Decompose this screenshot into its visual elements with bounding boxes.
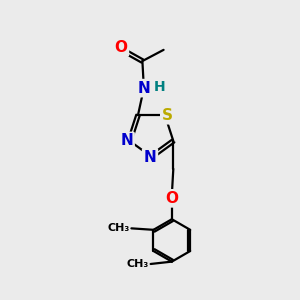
Text: N: N [137, 81, 150, 96]
Text: S: S [162, 108, 173, 123]
Text: CH₃: CH₃ [108, 224, 130, 233]
Text: H: H [153, 80, 165, 94]
Text: O: O [165, 191, 178, 206]
Text: O: O [114, 40, 128, 55]
Text: CH₃: CH₃ [127, 259, 149, 269]
Text: N: N [144, 150, 156, 165]
Text: N: N [120, 134, 133, 148]
